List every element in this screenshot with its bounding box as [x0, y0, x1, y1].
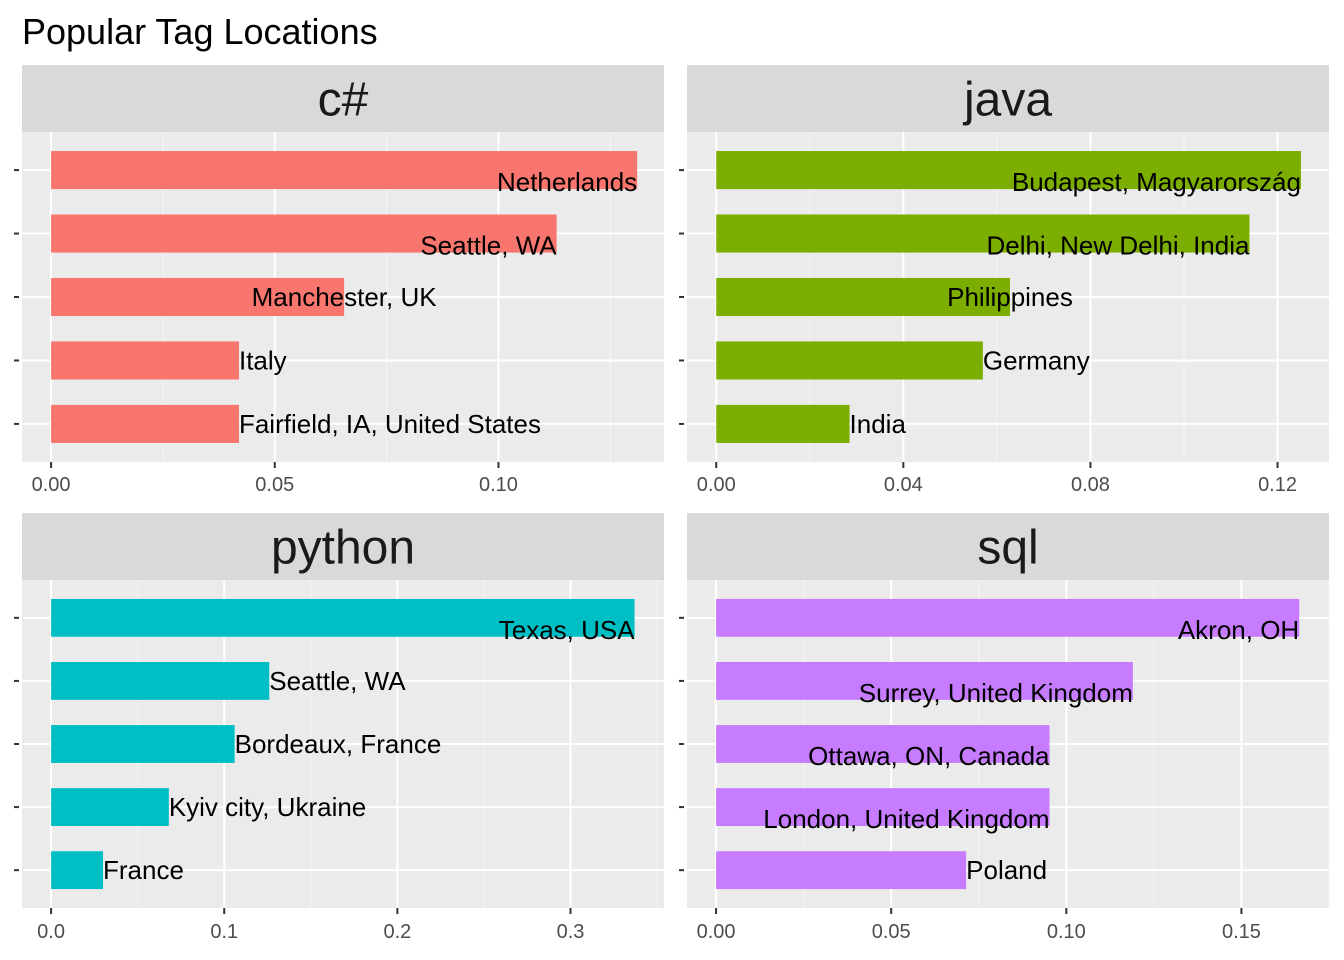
bar: [716, 151, 1301, 190]
bar-label: Philippines: [947, 282, 1073, 312]
x-tick-label: 0.00: [697, 921, 736, 943]
bar-label: Fairfield, IA, United States: [239, 409, 541, 439]
facet-strip: [22, 65, 664, 132]
bar-label: Poland: [966, 855, 1047, 885]
x-tick-label: 0.12: [1258, 474, 1297, 496]
bar: [716, 341, 983, 380]
x-tick-label: 0.04: [884, 474, 923, 496]
facet-strip: [687, 513, 1329, 580]
bar-label: Seattle, WA: [420, 231, 557, 261]
x-tick-label: 0.00: [32, 474, 71, 496]
bar-label: Manchester, UK: [252, 282, 438, 312]
panel-sql: sql Akron, OH Surrey, United Kingdom Ottawa…: [679, 513, 1330, 943]
x-tick-label: 0.1: [210, 921, 238, 943]
bar: [51, 598, 635, 637]
facet-strip-label: java: [962, 74, 1052, 127]
bar: [51, 404, 239, 443]
x-tick-label: 0.05: [255, 474, 294, 496]
bar-label: India: [850, 409, 907, 439]
bar-label: Delhi, New Delhi, India: [986, 231, 1250, 261]
facet-strip-label: python: [271, 522, 415, 575]
bar: [51, 788, 169, 826]
x-tick-label: 0.15: [1222, 921, 1261, 943]
bar: [716, 598, 1300, 637]
facet-panels: c# Netherlands Seattle, WA Manchester, UK It…: [14, 65, 1330, 943]
bar-label: London, United Kingdom: [763, 804, 1049, 834]
bar: [716, 214, 1250, 253]
bar: [51, 214, 557, 253]
facet-strip: [687, 65, 1329, 132]
bar: [716, 851, 967, 890]
bar: [51, 277, 345, 317]
bar-label: Texas, USA: [499, 615, 635, 645]
bar: [51, 851, 104, 890]
x-tick-label: 0.0: [37, 921, 65, 943]
bar: [716, 662, 1133, 700]
bar: [716, 788, 1050, 826]
bar-label: Budapest, Magyarország: [1012, 167, 1301, 197]
panel-java: java Budapest, Magyarország Delhi, New Del…: [679, 65, 1329, 496]
bar-label: Germany: [983, 345, 1090, 375]
bar: [716, 404, 850, 443]
bar: [51, 151, 638, 190]
bar-label: Bordeaux, France: [235, 729, 442, 759]
bar-label: Kyiv city, Ukraine: [169, 792, 366, 822]
chart-title: Popular Tag Locations: [22, 11, 378, 52]
x-tick-label: 0.08: [1071, 474, 1110, 496]
bar-label: Seattle, WA: [269, 666, 406, 696]
facet-strip-label: sql: [977, 522, 1038, 575]
facet-strip: [22, 513, 664, 580]
bar: [51, 341, 239, 380]
bar-label: Akron, OH: [1178, 615, 1299, 645]
facet-strip-label: c#: [318, 74, 369, 127]
x-tick-label: 0.00: [697, 474, 736, 496]
x-tick-label: 0.10: [479, 474, 518, 496]
bar-label: Italy: [239, 345, 287, 375]
panel-python: python Texas, USA Seattle, WA Bordeaux, Fra…: [14, 513, 664, 943]
bar-label: Netherlands: [497, 167, 637, 197]
x-tick-label: 0.10: [1047, 921, 1086, 943]
bar: [716, 277, 1010, 317]
bar-label: France: [103, 855, 184, 885]
bar: [51, 662, 270, 700]
x-tick-label: 0.3: [557, 921, 585, 943]
x-tick-label: 0.05: [872, 921, 911, 943]
bar-label: Ottawa, ON, Canada: [808, 741, 1050, 771]
bar: [51, 725, 235, 763]
bar-label: Surrey, United Kingdom: [859, 678, 1133, 708]
x-tick-label: 0.2: [383, 921, 411, 943]
bar: [716, 725, 1050, 763]
panel-csharp: c# Netherlands Seattle, WA Manchester, UK It…: [14, 65, 664, 496]
